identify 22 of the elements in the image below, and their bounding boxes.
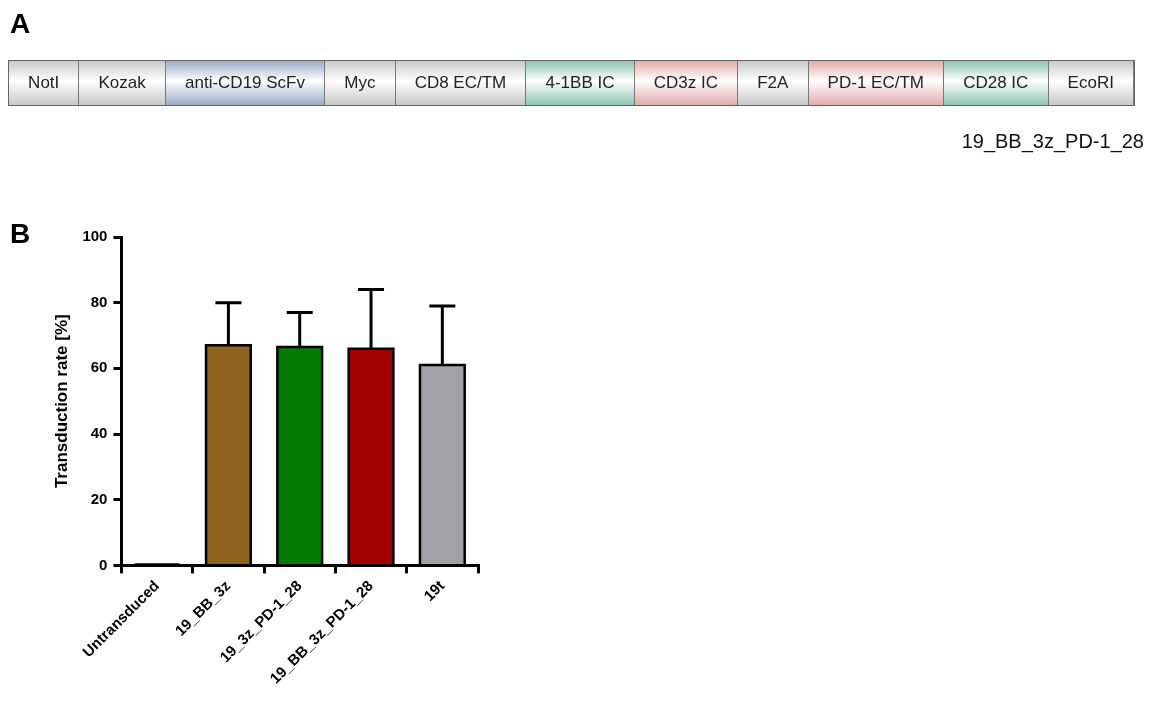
y-tick-label: 40 [90,424,108,442]
category-label: Myc [344,73,376,93]
y-tick-label: 0 [99,555,108,573]
category-label: CD3z IC [653,73,718,93]
chart-title: B [10,218,31,250]
category-label: anti-CD19 ScFv [185,73,305,93]
y-tick-label: 60 [90,358,108,376]
x-tick-label: 19t [420,576,448,605]
category-label: 4-1BB IC [545,73,615,93]
category-label: EcoRI [1067,73,1114,93]
y-tick-label: 20 [90,489,108,507]
category-label: NotI [28,73,60,93]
category-label: CD8 EC/TM [414,73,507,93]
category-label: Kozak [98,73,146,93]
category-label: PD-1 EC/TM [827,73,924,93]
y-tick-label: 80 [90,292,108,310]
text: A [10,8,31,40]
y-tick-label: 100 [82,227,108,245]
text: 19_BB_3z_PD-1_28 [961,130,1144,153]
category-label: CD28 IC [963,73,1029,93]
y-axis-title: Transduction rate [%] [51,314,71,489]
category-label: F2A [757,73,789,93]
